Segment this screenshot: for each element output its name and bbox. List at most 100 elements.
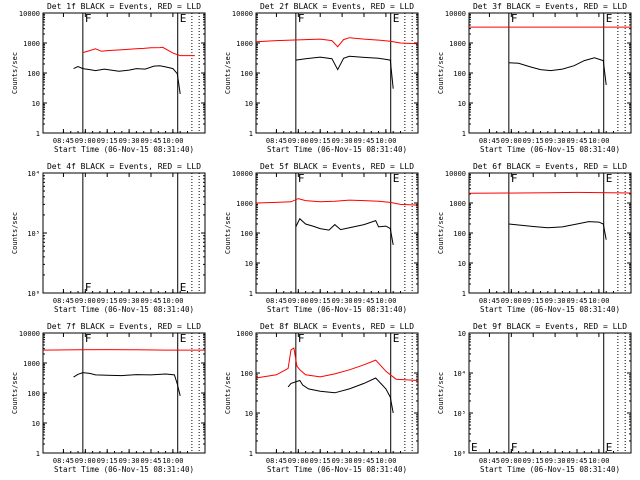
x-tick-label: 09:30 [545, 137, 566, 145]
y-tick-label: 1000 [236, 40, 253, 48]
x-tick-label: 09:00 [75, 457, 96, 465]
y-axis-label: Counts/sec [224, 52, 232, 94]
y-tick-label: 10000 [19, 10, 40, 18]
x-tick-label: 09:15 [523, 297, 544, 305]
x-tick-label: 10:00 [588, 457, 609, 465]
x-tick-label: 09:15 [310, 297, 331, 305]
marker-label: F [298, 172, 305, 185]
x-tick-label: 09:45 [353, 457, 374, 465]
y-tick-label: 100 [27, 70, 40, 78]
x-tick-label: 09:00 [288, 137, 309, 145]
marker-label: E [180, 281, 187, 294]
y-tick-label: 10 [458, 100, 466, 108]
x-axis-label: Start Time (06-Nov-15 08:31:40) [54, 305, 194, 314]
series-line-events [74, 373, 181, 396]
y-tick-label: 10000 [232, 10, 253, 18]
y-axis-label: Counts/sec [224, 212, 232, 254]
panel-title: Det 7f BLACK = Events, RED = LLD [47, 322, 201, 331]
panel-det-2: Det 2f BLACK = Events, RED = LLD 1 10 100 10… [224, 2, 418, 154]
series-line-events [509, 222, 606, 240]
x-tick-label: 09:15 [97, 457, 118, 465]
x-tick-label: 09:00 [288, 297, 309, 305]
panel-title: Det 6f BLACK = Events, RED = LLD [473, 162, 627, 171]
panel-title: Det 5f BLACK = Events, RED = LLD [260, 162, 414, 171]
marker-label: E [606, 441, 613, 454]
y-tick-label: 10⁵ [453, 410, 466, 418]
plot-frame [469, 13, 631, 133]
y-tick-label: 10⁳ [458, 330, 466, 338]
plot-frame [469, 173, 631, 293]
y-tick-label: 10 [245, 100, 253, 108]
panel-title: Det 3f BLACK = Events, RED = LLD [473, 2, 627, 11]
series-line-events [296, 56, 393, 88]
y-axis-label: Counts/sec [437, 52, 445, 94]
x-tick-label: 09:15 [97, 297, 118, 305]
panel-title: Det 4f BLACK = Events, RED = LLD [47, 162, 201, 171]
x-tick-label: 08:45 [53, 457, 74, 465]
x-tick-label: 08:45 [479, 297, 500, 305]
y-tick-label: 1000 [449, 200, 466, 208]
x-tick-label: 09:00 [501, 137, 522, 145]
x-tick-label: 09:15 [97, 137, 118, 145]
y-tick-label: 1 [462, 290, 466, 298]
x-tick-label: 09:15 [310, 457, 331, 465]
marker-label: E [393, 332, 400, 345]
x-tick-label: 08:45 [479, 457, 500, 465]
y-tick-label: 10 [245, 260, 253, 268]
x-tick-label: 09:30 [119, 457, 140, 465]
marker-label: F [298, 332, 305, 345]
marker-label: F [511, 441, 518, 454]
y-tick-label: 100 [453, 230, 466, 238]
x-axis-label: Start Time (06-Nov-15 08:31:40) [267, 305, 407, 314]
y-tick-label: 1 [36, 130, 40, 138]
series-line-lld [256, 348, 418, 380]
series-line-events [74, 66, 181, 94]
y-tick-label: 100 [27, 390, 40, 398]
x-tick-label: 09:00 [501, 297, 522, 305]
series-line-events [296, 219, 393, 245]
x-tick-label: 10:00 [588, 297, 609, 305]
y-tick-label: 1 [462, 130, 466, 138]
panel-det-8: Det 8f BLACK = Events, RED = LLD 1 10 100 10… [224, 322, 418, 474]
x-tick-label: 08:45 [479, 137, 500, 145]
x-tick-label: 10:00 [162, 297, 183, 305]
x-tick-label: 09:45 [353, 297, 374, 305]
panel-det-9: Det 9f BLACK = Events, RED = LLD10⁶10⁵10… [437, 322, 631, 474]
y-tick-label: 10⁶ [27, 290, 40, 298]
x-tick-label: 09:45 [140, 457, 161, 465]
marker-label: F [298, 12, 305, 25]
x-axis-label: Start Time (06-Nov-15 08:31:40) [480, 305, 620, 314]
series-line-lld [256, 38, 418, 47]
x-axis-label: Start Time (06-Nov-15 08:31:40) [54, 145, 194, 154]
y-axis-label: Counts/sec [437, 212, 445, 254]
plot-frame [256, 333, 418, 453]
y-tick-label: 1000 [236, 330, 253, 338]
x-tick-label: 09:00 [288, 457, 309, 465]
x-tick-label: 08:45 [266, 297, 287, 305]
x-tick-label: 09:30 [119, 137, 140, 145]
y-tick-label: 1 [249, 130, 253, 138]
marker-label: F [85, 281, 92, 294]
plot-frame [43, 333, 205, 453]
y-tick-label: 100 [240, 370, 253, 378]
plot-frame [43, 173, 205, 293]
x-tick-label: 09:00 [501, 457, 522, 465]
plot-frame [256, 173, 418, 293]
marker-label: F [85, 12, 92, 25]
x-tick-label: 09:00 [75, 137, 96, 145]
y-tick-label: 100 [240, 70, 253, 78]
series-line-lld [469, 192, 631, 193]
x-tick-label: 09:30 [545, 457, 566, 465]
x-tick-label: 09:30 [332, 457, 353, 465]
panel-det-1: Det 1f BLACK = Events, RED = LLD11010010… [11, 2, 205, 154]
plot-frame [256, 13, 418, 133]
y-tick-label: 100 [453, 70, 466, 78]
x-tick-label: 09:15 [523, 457, 544, 465]
x-tick-label: 10:00 [375, 297, 396, 305]
y-tick-label: 10⁴ [27, 170, 40, 178]
x-tick-label: 09:30 [545, 297, 566, 305]
marker-label: F [85, 332, 92, 345]
series-line-lld [256, 199, 418, 206]
y-tick-label: 10000 [19, 330, 40, 338]
plot-frame [43, 13, 205, 133]
